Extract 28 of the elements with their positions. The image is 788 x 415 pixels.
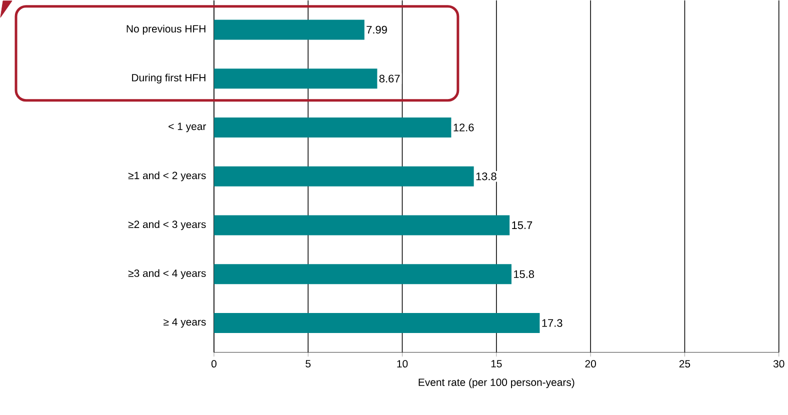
- x-tick-label: 0: [211, 360, 216, 368]
- bar: [214, 68, 378, 88]
- x-tick-label: 25: [679, 360, 690, 368]
- data-label: 7.99: [366, 26, 387, 34]
- data-label: 8.67: [379, 74, 400, 82]
- x-tick-label: 10: [397, 360, 408, 368]
- y-tick-label: ≥2 and < 3 years: [128, 220, 206, 230]
- x-tick-label: 20: [585, 360, 596, 368]
- data-label: 17.3: [542, 318, 562, 327]
- bar: [214, 166, 474, 186]
- y-tick-label: < 1 year: [168, 122, 206, 132]
- x-axis-title: Event rate (per 100 person-years): [418, 378, 574, 388]
- y-tick-label: ≥1 and < 2 years: [128, 171, 206, 182]
- bar: [214, 117, 452, 138]
- y-tick-label: During first HFH: [132, 74, 206, 84]
- x-tick-label: 15: [491, 360, 502, 368]
- y-tick-label: No previous HFH: [126, 24, 206, 34]
- data-label: 12.6: [454, 123, 474, 132]
- data-label: 15.7: [512, 221, 532, 229]
- bar: [214, 20, 364, 40]
- bar: [214, 215, 510, 236]
- y-tick-label: ≥ 4 years: [164, 318, 206, 328]
- bar: [214, 312, 540, 333]
- data-label: 13.8: [476, 172, 496, 180]
- data-label: 15.8: [514, 270, 534, 278]
- x-tick-label: 30: [773, 360, 784, 368]
- y-tick-label: ≥3 and < 4 years: [128, 269, 206, 279]
- x-tick-label: 5: [306, 360, 311, 368]
